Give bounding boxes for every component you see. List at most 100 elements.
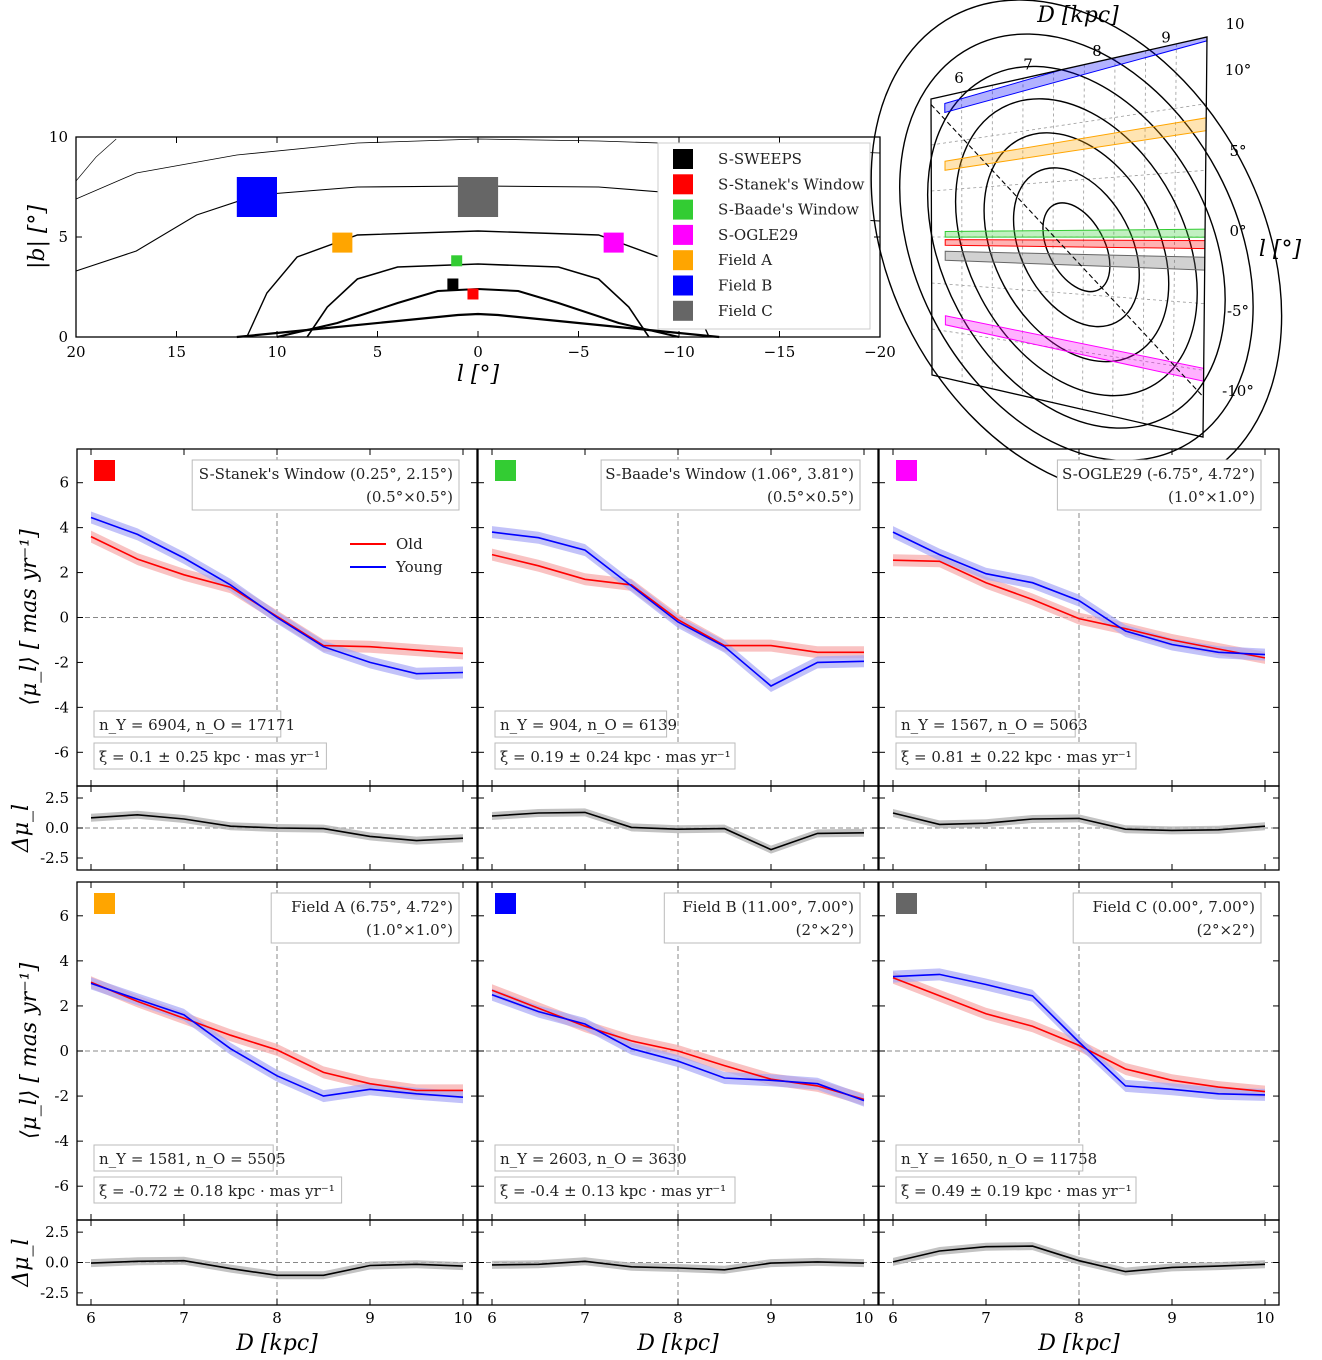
map-chart: 20 15 10 5 0 −5 −10 −15 −20 0 5 10 l [°] |b| [°] S-SWE… [25, 128, 896, 387]
field-band [944, 116, 1207, 171]
distance-tick-label: 9 [1161, 29, 1171, 47]
panel-size: (1.0°×1.0°) [366, 921, 453, 939]
xi-box [895, 1176, 1137, 1204]
legend-swatch [673, 224, 693, 245]
x-tick-label: 9 [365, 1309, 375, 1327]
x-tick-label: 9 [766, 1309, 776, 1327]
y-axis-label: |b| [°] [25, 205, 50, 269]
young-band [492, 988, 864, 1107]
x-tick-label: 10 [267, 343, 286, 361]
field-band [944, 239, 1207, 250]
y-axis-label: Δμ_l [9, 1238, 34, 1287]
longitude-tick-label: -5° [1227, 302, 1249, 320]
distance-axis-label: D [kpc] [1036, 3, 1119, 28]
density-contour [75, 138, 117, 182]
y-tick-label: -2 [54, 1087, 69, 1105]
panel-title: S-OGLE29 (-6.75°, 4.72°) [1062, 465, 1255, 483]
count-label: n_Y = 2603, n_O = 3630 [500, 1150, 687, 1168]
count-label: n_Y = 904, n_O = 6139 [500, 716, 677, 734]
profile-panel: 6 4 2 0 -2 -4 -6 2.5 0.0 -2.5 S-Stanek's Window (0… [9, 448, 478, 871]
profile-panel: S-OGLE29 (-6.75°, 4.72°) (1.0°×1.0°) n_Y =… [878, 448, 1280, 871]
y-tick-label: -2.5 [40, 849, 69, 867]
diff-band [893, 809, 1265, 835]
title-box [1056, 459, 1262, 511]
xi-label: ξ = 0.81 ± 0.22 kpc · mas yr⁻¹ [901, 748, 1132, 766]
grid-line [931, 103, 1207, 146]
legend-label: S-OGLE29 [718, 226, 798, 244]
count-label: n_Y = 1567, n_O = 5063 [901, 716, 1088, 734]
diff-band [492, 808, 864, 854]
old-line [491, 553, 864, 654]
young-line [90, 516, 464, 675]
xi-label: ξ = 0.49 ± 0.19 kpc · mas yr⁻¹ [901, 1182, 1132, 1200]
xi-box [494, 742, 736, 770]
legend-swatch [673, 199, 693, 220]
y-tick-label: 4 [59, 519, 69, 537]
panel-size: (0.5°×0.5°) [767, 488, 854, 506]
legend-old-label: Old [396, 535, 423, 553]
y-tick-label: 2 [59, 997, 69, 1015]
x-axis-label: l [°] [457, 362, 500, 387]
field-marker [457, 177, 499, 217]
field-swatch [495, 893, 516, 914]
grid-line [931, 169, 1206, 192]
young-line [90, 982, 464, 1098]
x-tick-label: −5 [567, 343, 589, 361]
count-box [494, 1144, 675, 1172]
projection-diagram: 6 7 8 9 10 D [kpc] 10° 5° 0° -5° -10° l [°] [870, 0, 1302, 496]
legend-swatch [673, 250, 693, 271]
young-line [892, 973, 1266, 1096]
x-tick-label: 20 [66, 343, 85, 361]
x-tick-label: 7 [580, 1309, 590, 1327]
x-axis-label: D [kpc] [235, 1331, 318, 1356]
legend-label: S-SWEEPS [718, 150, 802, 168]
panel-title: S-Baade's Window (1.06°, 3.81°) [605, 465, 854, 483]
distance-tick-label: 8 [1092, 42, 1102, 60]
y-tick-label: 0.0 [45, 819, 69, 837]
field-marker [451, 255, 463, 267]
young-band [91, 511, 463, 680]
title-box [270, 892, 460, 944]
x-tick-label: −20 [864, 343, 896, 361]
y-tick-label: -4 [54, 1132, 69, 1150]
field-marker [447, 278, 459, 290]
xi-label: ξ = -0.72 ± 0.18 kpc · mas yr⁻¹ [99, 1182, 335, 1200]
field-swatch [495, 460, 516, 481]
panel-size: (1.0°×1.0°) [1168, 488, 1255, 506]
y-axis-label: ⟨μ_l⟩ [ mas yr⁻¹] [17, 962, 42, 1139]
x-tick-label: 7 [981, 1309, 991, 1327]
x-axis-label: D [kpc] [1037, 1331, 1120, 1356]
y-axis-label: ⟨μ_l⟩ [ mas yr⁻¹] [17, 529, 42, 706]
x-tick-label: 8 [1074, 1309, 1084, 1327]
old-band [893, 554, 1265, 664]
field-marker [236, 177, 277, 217]
density-contour [306, 263, 650, 338]
profile-panel: 6 7 8 9 10 6 4 2 0 -2 -4 -6 2.5 0.0 -2.5 Field A (6.75°… [9, 881, 478, 1356]
density-contour [236, 312, 720, 339]
profile-panel: 6 7 8 9 10 Field B (11.00°, 7.00°) (2°×2°) n_Y … [477, 881, 879, 1356]
y-tick-label: -2.5 [40, 1284, 69, 1302]
x-tick-label: 6 [487, 1309, 497, 1327]
x-tick-label: 15 [167, 343, 186, 361]
diff-line [892, 812, 1266, 832]
legend-swatch [673, 149, 693, 169]
x-tick-label: 10 [854, 1309, 873, 1327]
x-tick-label: 10 [453, 1309, 472, 1327]
longitude-tick-label: 0° [1229, 222, 1246, 240]
longitude-tick-label: 10° [1225, 61, 1252, 79]
count-label: n_Y = 1581, n_O = 5505 [99, 1150, 286, 1168]
grid-line [931, 282, 1205, 305]
xi-label: ξ = 0.19 ± 0.24 kpc · mas yr⁻¹ [500, 748, 731, 766]
bar-axis-line [930, 104, 1204, 398]
density-contour [246, 230, 710, 338]
count-box [895, 1144, 1084, 1172]
xi-label: ξ = 0.1 ± 0.25 kpc · mas yr⁻¹ [99, 748, 320, 766]
field-marker [467, 288, 479, 300]
longitude-tick-label: 5° [1229, 142, 1246, 160]
x-tick-label: 6 [86, 1309, 96, 1327]
old-line [491, 989, 865, 1101]
profile-panel: 6 7 8 9 10 Field C (0.00°, 7.00°) (2°×2°) n_Y =… [878, 881, 1280, 1356]
x-tick-label: 10 [1255, 1309, 1274, 1327]
panel-title: Field B (11.00°, 7.00°) [682, 898, 854, 916]
xi-label: ξ = -0.4 ± 0.13 kpc · mas yr⁻¹ [500, 1182, 726, 1200]
